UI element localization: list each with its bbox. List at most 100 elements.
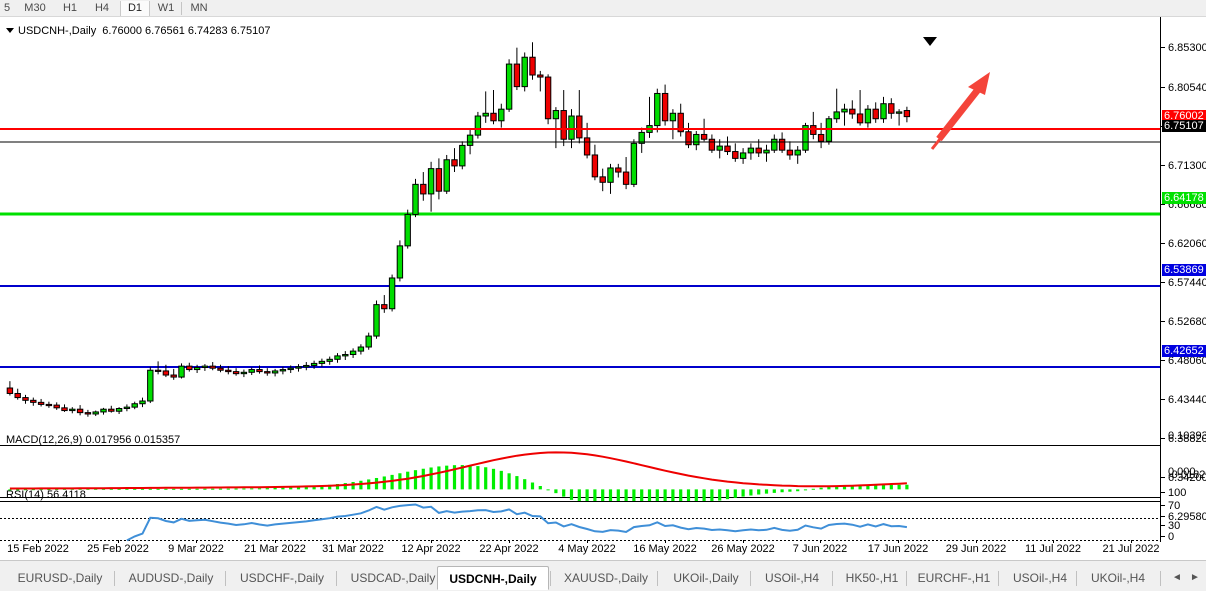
candle — [186, 362, 193, 372]
tick-mark — [1161, 204, 1165, 205]
candle — [381, 295, 388, 313]
candle — [521, 52, 528, 92]
chart-symbol-header[interactable]: USDCNH-,Daily 6.76000 6.76561 6.74283 6.7… — [6, 25, 270, 38]
chart-tab-eurchfh1[interactable]: EURCHF-,H1 — [917, 571, 991, 585]
macd-histogram-bar — [195, 488, 199, 490]
candle — [459, 141, 466, 170]
macd-pane[interactable] — [0, 445, 1160, 514]
price-tick-label: 6.52680 — [1168, 316, 1206, 328]
timeframe-h1[interactable]: H1 — [62, 2, 78, 14]
timeframe-h4[interactable]: H4 — [94, 2, 110, 14]
candle — [209, 362, 216, 371]
timeframe-d1[interactable]: D1 — [120, 1, 150, 16]
macd-histogram-bar — [803, 489, 808, 491]
candlestick-series — [0, 42, 1160, 417]
timeframe-w1[interactable]: W1 — [157, 2, 175, 14]
candle — [37, 398, 45, 407]
candle — [700, 118, 708, 142]
tick-mark — [1161, 477, 1165, 478]
candle — [365, 332, 372, 350]
chart-tab-ukoilh4[interactable]: UKOil-,H4 — [1090, 571, 1145, 585]
timeframe-m30[interactable]: M30 — [24, 2, 46, 14]
tab-divider — [336, 571, 337, 586]
macd-histogram-bar — [499, 470, 503, 490]
chart-tab-usdcnhdaily[interactable]: USDCNH-,Daily — [437, 566, 549, 590]
candle — [622, 157, 630, 190]
chart-tab-bar[interactable]: ◄ ► EURUSD-,Daily AUDUSD-,Daily USDCHF-,Da… — [0, 560, 1206, 591]
date-tick-mark — [820, 540, 821, 543]
chart-tab-usdchfdaily[interactable]: USDCHF-,Daily — [240, 571, 324, 585]
macd-histogram-bar — [764, 489, 769, 494]
macd-histogram-bar — [47, 489, 51, 491]
candle — [888, 98, 895, 119]
macd-histogram-bar — [749, 489, 753, 496]
chart-tab-usoilh4[interactable]: USOil-,H4 — [1012, 571, 1067, 585]
chart-area[interactable] — [0, 17, 1206, 557]
tab-divider — [998, 571, 999, 586]
price-tick-label: 6.29580 — [1168, 511, 1206, 523]
candle — [443, 154, 450, 194]
price-level-badge[interactable]: 6.75107 — [1162, 120, 1206, 132]
chart-tab-usdcaddaily[interactable]: USDCAD-,Daily — [350, 571, 436, 585]
rsi-pane[interactable] — [0, 501, 1160, 557]
chart-tab-xauusddaily[interactable]: XAUUSD-,Daily — [563, 571, 648, 585]
candle — [147, 366, 154, 404]
candle — [349, 348, 357, 358]
chart-tab-eurusddaily[interactable]: EURUSD-,Daily — [17, 571, 103, 585]
price-tick: 6.52680 — [1161, 316, 1206, 328]
tab-divider — [225, 571, 226, 586]
candle — [404, 209, 411, 249]
candle — [544, 74, 552, 125]
price-level-badge[interactable]: 6.64178 — [1162, 192, 1206, 204]
timeframe-mn[interactable]: MN — [190, 2, 208, 14]
macd-histogram-bar — [203, 488, 207, 490]
date-tick-mark — [431, 540, 432, 543]
candle — [607, 163, 614, 194]
rsi-axis-label: 30 — [1161, 520, 1180, 532]
candle — [334, 353, 341, 363]
candle — [123, 404, 131, 412]
macd-histogram-bar — [905, 484, 909, 490]
chart-tab-audusddaily[interactable]: AUDUSD-,Daily — [128, 571, 214, 585]
date-tick-mark — [898, 540, 899, 543]
macd-histogram-bar — [179, 488, 184, 490]
macd-histogram-bar — [897, 484, 901, 490]
chart-tab-hk50h1[interactable]: HK50-,H1 — [845, 571, 899, 585]
macd-histogram-bar — [881, 484, 886, 490]
tab-divider — [114, 571, 115, 586]
timeframe-5[interactable]: 5 — [3, 2, 11, 14]
chart-tab-ukoildaily[interactable]: UKOil-,Daily — [673, 571, 739, 585]
candle — [279, 366, 287, 375]
tab-divider — [906, 571, 907, 586]
down-triangle-marker[interactable] — [923, 37, 937, 46]
date-tick-label: 25 Feb 2022 — [87, 543, 149, 555]
price-tick-label: 6.71300 — [1168, 160, 1206, 172]
candle — [693, 131, 700, 151]
price-level-badge[interactable]: 6.53869 — [1162, 264, 1206, 276]
candle — [131, 401, 138, 410]
candle — [849, 100, 856, 119]
date-tick-label: 4 May 2022 — [558, 543, 616, 555]
up-trend-arrow[interactable] — [930, 72, 990, 150]
tab-scroll-right-icon[interactable]: ► — [1190, 572, 1200, 583]
chevron-down-icon[interactable] — [6, 27, 14, 33]
price-tick-label: 6.43440 — [1168, 394, 1206, 406]
macd-histogram-bar — [725, 489, 730, 500]
candle — [76, 405, 84, 416]
price-level-badge[interactable]: 6.76002 — [1162, 110, 1206, 122]
macd-histogram-bar — [23, 489, 28, 491]
price-level-badge[interactable]: 6.42652 — [1162, 345, 1206, 357]
macd-axis-bottom-label: -0.018297 — [1168, 469, 1206, 481]
price-tick: 6.57440 — [1161, 277, 1206, 289]
macd-histogram-bar — [842, 485, 847, 490]
candle — [318, 358, 326, 367]
chart-tab-usoilh4[interactable]: USOil-,H4 — [764, 571, 819, 585]
macd-axis-top-label: 0.103934 — [1168, 430, 1206, 442]
candle — [53, 402, 60, 410]
date-tick-label: 31 Mar 2022 — [322, 543, 384, 555]
candle — [739, 148, 747, 164]
tab-divider — [550, 571, 551, 586]
price-scale-divider — [1160, 17, 1161, 542]
tab-scroll-left-icon[interactable]: ◄ — [1172, 572, 1182, 583]
macd-histogram-bar — [16, 489, 20, 491]
